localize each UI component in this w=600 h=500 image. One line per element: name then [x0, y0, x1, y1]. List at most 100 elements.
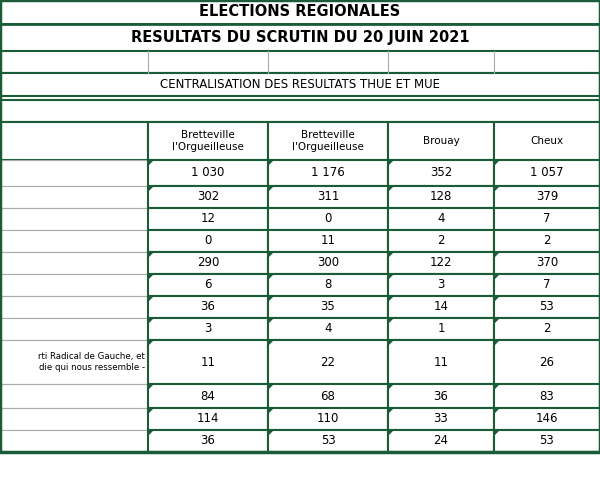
Bar: [268, 230, 388, 252]
Bar: [268, 430, 388, 452]
Polygon shape: [148, 274, 153, 279]
Bar: [388, 296, 494, 318]
Polygon shape: [388, 296, 393, 301]
Text: 14: 14: [433, 300, 449, 314]
Polygon shape: [494, 430, 499, 435]
Polygon shape: [148, 252, 153, 257]
Polygon shape: [268, 296, 273, 301]
Bar: [494, 252, 600, 274]
Text: RESULTATS DU SCRUTIN DU 20 JUIN 2021: RESULTATS DU SCRUTIN DU 20 JUIN 2021: [131, 30, 469, 45]
Text: 36: 36: [200, 300, 215, 314]
Text: CENTRALISATION DES RESULTATS THUE ET MUE: CENTRALISATION DES RESULTATS THUE ET MUE: [160, 78, 440, 91]
Text: Brouay: Brouay: [422, 136, 460, 146]
Bar: [0, 340, 148, 384]
Polygon shape: [148, 430, 153, 435]
Bar: [148, 318, 268, 340]
Bar: [0, 208, 148, 230]
Bar: [0, 51, 600, 73]
Polygon shape: [148, 186, 153, 191]
Bar: [494, 274, 600, 296]
Bar: [0, 274, 148, 296]
Bar: [268, 122, 388, 160]
Text: 3: 3: [437, 278, 445, 291]
Bar: [268, 274, 388, 296]
Bar: [0, 252, 148, 274]
Text: 6: 6: [204, 278, 212, 291]
Polygon shape: [494, 296, 499, 301]
Bar: [494, 296, 600, 318]
Text: 53: 53: [539, 300, 554, 314]
Polygon shape: [268, 274, 273, 279]
Bar: [494, 122, 600, 160]
Text: 2: 2: [543, 322, 551, 336]
Text: 24: 24: [433, 434, 449, 448]
Bar: [0, 0, 600, 24]
Bar: [148, 274, 268, 296]
Bar: [494, 208, 600, 230]
Polygon shape: [148, 160, 153, 165]
Text: 11: 11: [200, 356, 215, 368]
Polygon shape: [494, 160, 499, 165]
Polygon shape: [148, 340, 153, 345]
Polygon shape: [494, 318, 499, 323]
Text: 2: 2: [437, 234, 445, 248]
Bar: [388, 230, 494, 252]
Bar: [268, 318, 388, 340]
Polygon shape: [268, 160, 273, 165]
Text: 1: 1: [437, 322, 445, 336]
Text: 2: 2: [543, 234, 551, 248]
Polygon shape: [494, 408, 499, 413]
Bar: [148, 430, 268, 452]
Text: 1 176: 1 176: [311, 166, 345, 179]
Polygon shape: [388, 160, 393, 165]
Polygon shape: [268, 430, 273, 435]
Bar: [148, 208, 268, 230]
Text: 83: 83: [539, 390, 554, 402]
Text: 11: 11: [320, 234, 335, 248]
Text: 84: 84: [200, 390, 215, 402]
Bar: [0, 384, 148, 408]
Text: 12: 12: [200, 212, 215, 226]
Text: 4: 4: [324, 322, 332, 336]
Text: 311: 311: [317, 190, 339, 203]
Bar: [388, 122, 494, 160]
Text: 0: 0: [325, 212, 332, 226]
Polygon shape: [148, 408, 153, 413]
Bar: [388, 252, 494, 274]
Bar: [388, 160, 494, 186]
Text: 26: 26: [539, 356, 554, 368]
Text: 68: 68: [320, 390, 335, 402]
Polygon shape: [494, 252, 499, 257]
Text: 4: 4: [437, 212, 445, 226]
Bar: [0, 430, 148, 452]
Bar: [268, 408, 388, 430]
Text: 146: 146: [536, 412, 558, 426]
Text: 370: 370: [536, 256, 558, 270]
Polygon shape: [268, 384, 273, 389]
Polygon shape: [494, 274, 499, 279]
Bar: [148, 186, 268, 208]
Text: 36: 36: [200, 434, 215, 448]
Bar: [0, 122, 148, 160]
Text: 22: 22: [320, 356, 335, 368]
Bar: [0, 160, 148, 186]
Text: 114: 114: [197, 412, 219, 426]
Bar: [494, 230, 600, 252]
Bar: [148, 384, 268, 408]
Bar: [268, 252, 388, 274]
Bar: [148, 122, 268, 160]
Polygon shape: [388, 274, 393, 279]
Bar: [0, 24, 600, 51]
Polygon shape: [388, 384, 393, 389]
Polygon shape: [494, 340, 499, 345]
Polygon shape: [148, 296, 153, 301]
Bar: [268, 208, 388, 230]
Bar: [388, 384, 494, 408]
Text: 7: 7: [543, 212, 551, 226]
Text: 352: 352: [430, 166, 452, 179]
Bar: [268, 160, 388, 186]
Bar: [494, 430, 600, 452]
Bar: [0, 73, 600, 96]
Bar: [0, 100, 600, 122]
Bar: [148, 252, 268, 274]
